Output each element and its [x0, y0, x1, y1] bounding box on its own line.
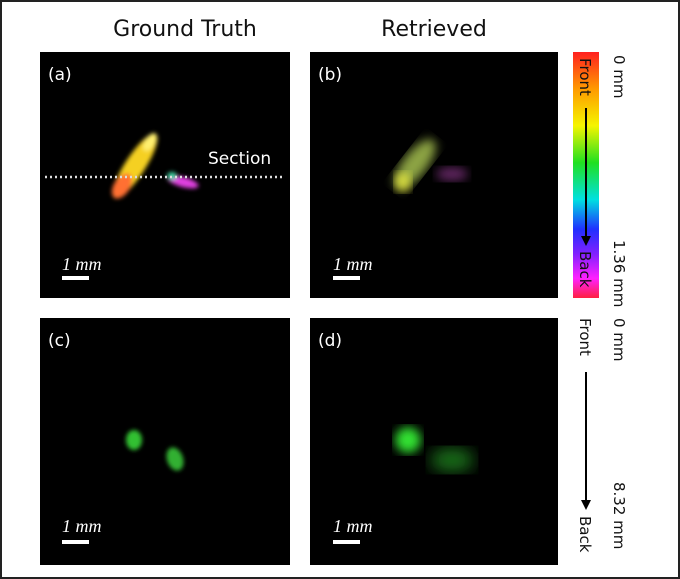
- arrowhead: [581, 500, 591, 510]
- scale-bar: [62, 276, 89, 280]
- front-label: Front: [576, 318, 594, 356]
- column-header: Retrieved: [381, 17, 487, 42]
- scale-bar: [333, 276, 360, 280]
- panel-label: (b): [318, 65, 342, 85]
- scale-bar: [333, 540, 360, 544]
- object-c: [126, 430, 184, 471]
- depth-top: 0 mm: [610, 318, 628, 362]
- panel: [40, 52, 290, 298]
- panel: [310, 318, 558, 565]
- back-label: Back: [576, 516, 594, 553]
- depth-top: 0 mm: [610, 55, 628, 99]
- scale-label: 1 mm: [62, 254, 102, 274]
- scale-label: 1 mm: [333, 254, 373, 274]
- panel: [310, 52, 558, 298]
- depth-bottom: 1.36 mm: [610, 240, 628, 307]
- panel-label: (c): [48, 331, 71, 351]
- arrowhead: [581, 236, 591, 246]
- front-label: Front: [576, 58, 594, 96]
- annotation: Section: [208, 149, 271, 169]
- object-b: [394, 139, 468, 192]
- scale-bar: [62, 540, 89, 544]
- panel-label: (d): [318, 331, 342, 351]
- scale-label: 1 mm: [62, 516, 102, 536]
- scale-label: 1 mm: [333, 516, 373, 536]
- column-header: Ground Truth: [113, 17, 257, 42]
- panel-label: (a): [48, 65, 72, 85]
- back-label: Back: [576, 251, 594, 288]
- object-a: [111, 133, 199, 199]
- panel: [40, 318, 290, 565]
- object-d: [395, 427, 474, 472]
- depth-bottom: 8.32 mm: [610, 482, 628, 549]
